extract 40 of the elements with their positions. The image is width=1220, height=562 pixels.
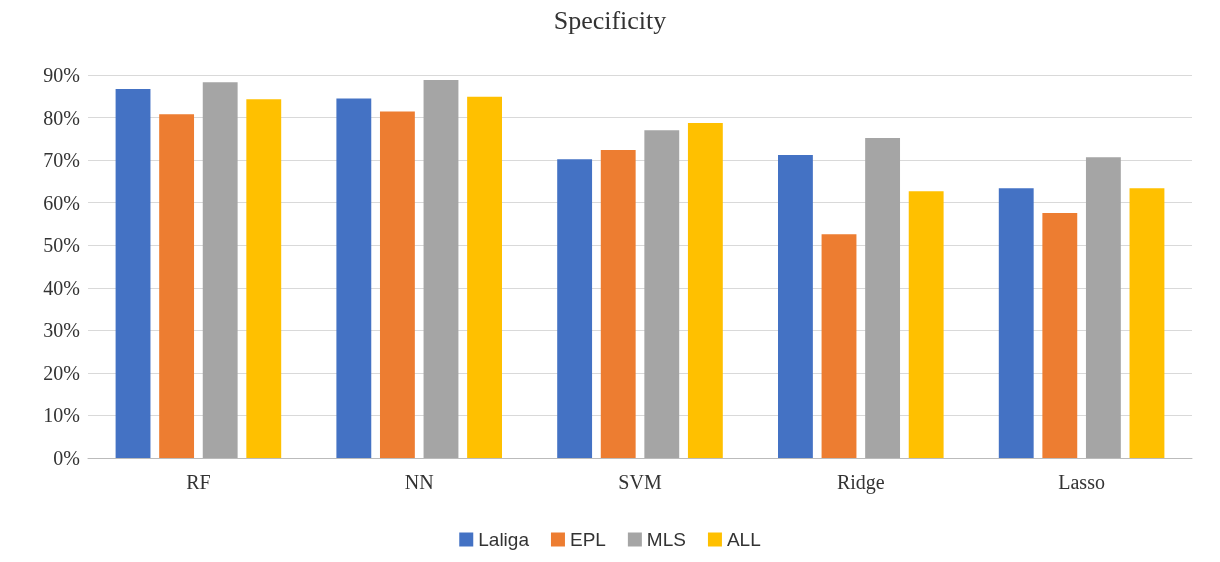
- bar: [379, 111, 415, 458]
- bar: [202, 82, 238, 458]
- y-tick-label: 60%: [43, 191, 80, 214]
- y-tick-label: 50%: [43, 234, 80, 257]
- bar: [778, 155, 813, 458]
- bar: [865, 137, 901, 458]
- bar: [467, 96, 502, 458]
- bar: [687, 123, 723, 458]
- bar: [159, 114, 195, 458]
- bar: [821, 234, 857, 458]
- legend-label: ALL: [726, 529, 761, 550]
- y-tick-label: 40%: [43, 276, 80, 299]
- bar: [115, 89, 151, 458]
- bar: [246, 99, 282, 458]
- bar: [557, 159, 593, 458]
- y-tick-label: 90%: [43, 64, 80, 86]
- x-tick-label: Lasso: [1058, 471, 1105, 493]
- y-tick-label: 80%: [43, 106, 80, 129]
- bar: [336, 98, 372, 458]
- y-tick-label: 70%: [43, 149, 80, 172]
- bar: [908, 191, 944, 458]
- bar: [1085, 157, 1121, 458]
- bar: [1129, 188, 1165, 458]
- legend-label: EPL: [569, 529, 606, 550]
- legend-label: MLS: [646, 529, 686, 550]
- y-tick-label: 10%: [43, 404, 80, 427]
- legend-label: Laliga: [478, 529, 530, 550]
- bar: [998, 188, 1034, 458]
- x-tick-label: RF: [186, 471, 211, 493]
- y-tick-label: 20%: [43, 361, 80, 384]
- bar: [1042, 212, 1078, 458]
- bar: [423, 80, 459, 458]
- x-tick-label: SVM: [618, 471, 662, 493]
- x-tick-label: Ridge: [836, 471, 885, 494]
- y-tick-label: 30%: [43, 319, 80, 342]
- chart-title: Specificity: [553, 5, 667, 35]
- bar: [644, 130, 680, 458]
- y-tick-label: 0%: [53, 447, 80, 469]
- x-tick-label: NN: [404, 471, 434, 493]
- bar: [600, 149, 636, 458]
